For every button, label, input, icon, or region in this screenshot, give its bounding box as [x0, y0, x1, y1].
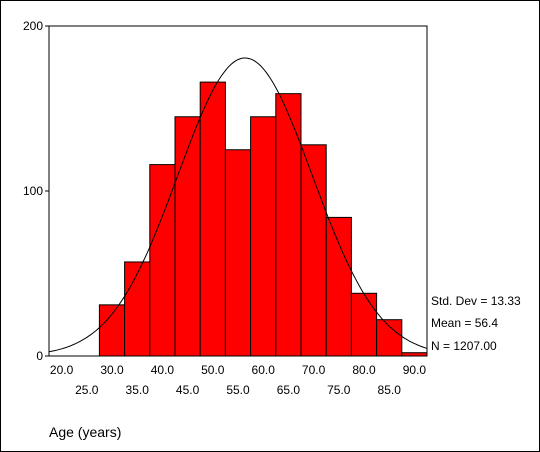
x-tick-label: 75.0: [327, 383, 351, 397]
x-tick-label: 55.0: [226, 383, 250, 397]
x-tick-label: 70.0: [302, 363, 326, 377]
normal-curve: [48, 57, 428, 353]
x-tick-label: 20.0: [50, 363, 74, 377]
histogram-bars: [98, 81, 428, 357]
histogram-bar: [199, 81, 226, 357]
x-axis-label: Age (years): [49, 424, 121, 440]
x-tick-label: 65.0: [277, 383, 301, 397]
y-axis-ticks: 0 100 200: [23, 19, 49, 363]
histogram-bar: [174, 116, 201, 357]
x-axis-ticks: 20.0 30.0 40.0 50.0 60.0 70.0 80.0 90.0 25.0 35.0…: [50, 363, 426, 397]
histogram-bar: [300, 144, 327, 357]
histogram-bar: [376, 319, 403, 357]
n-label: N = 1207.00: [431, 339, 497, 353]
histogram-bar: [275, 93, 302, 357]
histogram-bar: [124, 261, 151, 357]
x-tick-label: 30.0: [100, 363, 124, 377]
x-tick-label: 85.0: [378, 383, 402, 397]
histogram-bar: [325, 216, 352, 357]
histogram-bar: [350, 292, 378, 357]
x-tick-label: 40.0: [151, 363, 175, 377]
x-tick-label: 80.0: [352, 363, 376, 377]
histogram-bar: [401, 352, 428, 357]
y-tick-label: 200: [23, 19, 43, 33]
x-tick-label: 50.0: [201, 363, 225, 377]
mean-label: Mean = 56.4: [431, 316, 498, 330]
x-tick-label: 60.0: [252, 363, 276, 377]
x-tick-label: 90.0: [403, 363, 427, 377]
x-tick-label: 25.0: [75, 383, 99, 397]
histogram-bar: [250, 116, 277, 357]
std-dev-label: Std. Dev = 13.33: [431, 294, 521, 308]
x-tick-label: 45.0: [176, 383, 200, 397]
y-tick-label: 100: [23, 184, 43, 198]
histogram-bar: [224, 149, 252, 357]
x-tick-label: 35.0: [126, 383, 150, 397]
y-tick-label: 0: [36, 349, 43, 363]
histogram-bar: [98, 304, 126, 357]
